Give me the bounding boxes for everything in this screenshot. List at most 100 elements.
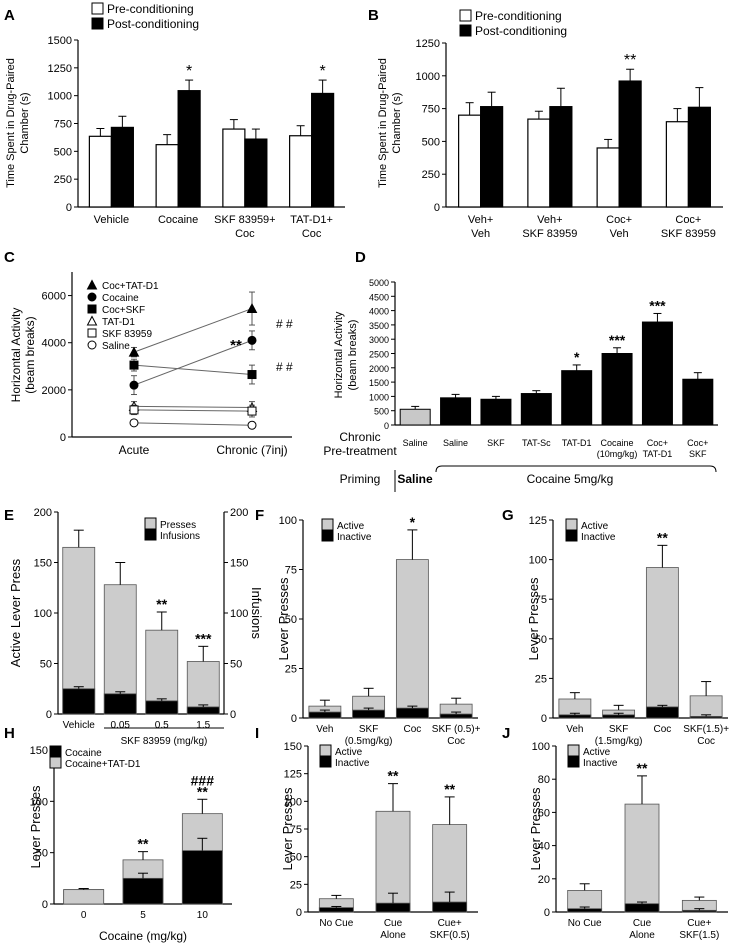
panel-g-y-tick-label: 75 bbox=[535, 594, 547, 606]
panel-b-y-axis-label: Chamber (s) bbox=[391, 92, 403, 153]
panel-c-marker bbox=[87, 304, 97, 314]
panel-c-series-line bbox=[133, 405, 253, 409]
panel-j-significance: ** bbox=[637, 760, 648, 776]
panel-b-x-tick-label: Veh bbox=[471, 228, 490, 240]
panel-b-bar bbox=[458, 114, 482, 208]
panel-a-y-tick-label: 500 bbox=[54, 146, 72, 158]
panel-b-y-tick-label: 1250 bbox=[416, 38, 440, 50]
panel-c-x-tick-label: Acute bbox=[119, 443, 150, 457]
panel-h-y-tick-label: 150 bbox=[30, 745, 48, 757]
panel-b-bar bbox=[549, 106, 573, 208]
panel-h-y-tick-label: 50 bbox=[36, 848, 48, 860]
panel-a-y-tick-label: 1250 bbox=[48, 63, 72, 75]
panel-i-legend-swatch bbox=[319, 744, 332, 757]
panel-e-y-tick-label: 200 bbox=[34, 507, 52, 519]
panel-h-legend-swatch bbox=[49, 756, 62, 769]
panel-j-y-tick-label: 20 bbox=[538, 874, 550, 886]
panel-i-significance: ** bbox=[444, 781, 455, 797]
panel-e-y2-tick-label: 200 bbox=[230, 507, 248, 519]
panel-d-y-tick-label: 0 bbox=[384, 421, 389, 431]
panel-e-y-tick-label: 150 bbox=[34, 558, 52, 570]
panel-letter-f: F bbox=[255, 507, 264, 524]
panel-b-bar bbox=[480, 106, 504, 208]
panel-c-y-tick-label: 4000 bbox=[42, 338, 66, 350]
panel-g-y-tick-label: 50 bbox=[535, 634, 547, 646]
panel-a-y-tick-label: 0 bbox=[66, 202, 72, 214]
panel-g-x-tick-label: Veh bbox=[566, 724, 583, 735]
panel-b-x-tick-label: SKF 83959 bbox=[661, 228, 716, 240]
panel-a-x-tick-label: TAT-D1+ bbox=[290, 214, 333, 226]
panel-b-y-tick-label: 250 bbox=[422, 169, 440, 181]
panel-i-y-tick-label: 75 bbox=[290, 824, 302, 836]
panel-c-significance: # # bbox=[276, 317, 293, 331]
panel-j-x-tick-label: Alone bbox=[629, 930, 655, 941]
panel-j-y-tick-label: 100 bbox=[532, 741, 550, 753]
panel-a-significance: * bbox=[186, 63, 192, 80]
panel-j-bar bbox=[624, 903, 660, 913]
panel-d-row-label: Priming bbox=[340, 472, 381, 486]
panel-d-significance: *** bbox=[609, 332, 626, 348]
panel-i-significance: ** bbox=[388, 768, 399, 784]
panel-i-y-tick-label: 0 bbox=[296, 907, 302, 919]
panel-d-bar bbox=[520, 393, 552, 426]
panel-j-legend-label: Inactive bbox=[583, 758, 618, 769]
panel-a-x-tick-label: SKF 83959+ bbox=[214, 214, 275, 226]
panel-a-significance: * bbox=[320, 63, 326, 80]
panel-j-legend-label: Active bbox=[583, 747, 611, 758]
panel-a-bar bbox=[289, 135, 313, 208]
panel-d-row-label: Chronic bbox=[339, 430, 380, 444]
panel-a-y-tick-label: 1000 bbox=[48, 91, 72, 103]
panel-c-legend-label: SKF 83959 bbox=[102, 329, 152, 340]
panel-d-y-tick-label: 1000 bbox=[369, 392, 389, 402]
panel-h-legend-label: Cocaine+TAT-D1 bbox=[65, 759, 141, 770]
panel-b-bar bbox=[618, 80, 642, 208]
panel-d-significance: * bbox=[574, 349, 580, 365]
panel-c-y-tick-label: 2000 bbox=[42, 385, 66, 397]
panel-h-y-axis-label: Lever Presses bbox=[28, 785, 43, 869]
panel-letter-c: C bbox=[4, 249, 15, 266]
panel-e-y-tick-label: 0 bbox=[46, 709, 52, 721]
panel-d-bar bbox=[682, 378, 714, 426]
panel-c-marker bbox=[247, 406, 257, 416]
panel-f-bar bbox=[439, 713, 473, 719]
panel-d-x-tick-label: Coc+ bbox=[687, 438, 708, 448]
panel-c-marker bbox=[87, 328, 97, 338]
panel-d-y-tick-label: 5000 bbox=[369, 278, 389, 288]
panel-d-y-axis-label: (beam breaks) bbox=[347, 320, 359, 391]
panel-c-marker bbox=[129, 380, 139, 390]
panel-f-significance: * bbox=[410, 514, 416, 530]
panel-e-legend-label: Infusions bbox=[160, 531, 200, 542]
panel-a-y-tick-label: 250 bbox=[54, 174, 72, 186]
panel-d-x-tick-label: Coc+ bbox=[647, 438, 668, 448]
panel-c-series-line bbox=[133, 339, 253, 386]
panel-g-legend-swatch bbox=[565, 529, 578, 542]
panel-a-legend-swatch bbox=[91, 2, 104, 15]
panel-letter-a: A bbox=[4, 7, 15, 24]
panel-a-y-tick-label: 750 bbox=[54, 119, 72, 131]
panel-h-bar bbox=[63, 889, 105, 905]
panel-g-x-tick-label: SKF bbox=[609, 724, 628, 735]
panel-g-x-tick-label: (1.5mg/kg) bbox=[595, 736, 643, 747]
panel-c-x-tick-label: Chronic (7inj) bbox=[216, 443, 287, 457]
panel-b-bar bbox=[665, 121, 689, 208]
panel-f-x-tick-label: SKF bbox=[359, 724, 378, 735]
panel-f-y-tick-label: 100 bbox=[279, 515, 297, 527]
panel-a-bar bbox=[88, 135, 112, 208]
panel-letter-g: G bbox=[502, 507, 514, 524]
panel-a-bar bbox=[177, 90, 201, 208]
panel-g-x-tick-label: Coc bbox=[697, 736, 715, 747]
panel-d-bar bbox=[480, 398, 512, 426]
panel-h-legend-label: Cocaine bbox=[65, 748, 102, 759]
panel-d-y-tick-label: 3500 bbox=[369, 321, 389, 331]
panel-j-y-tick-label: 0 bbox=[544, 907, 550, 919]
panel-a-y-axis-label: Time Spent in Drug-Paired bbox=[5, 58, 17, 188]
panel-d-x-tick-label: Saline bbox=[403, 438, 428, 448]
panel-d-bar bbox=[399, 408, 431, 426]
panel-d-y-tick-label: 500 bbox=[374, 407, 389, 417]
panel-b-x-tick-label: Coc+ bbox=[606, 214, 632, 226]
panel-e-bar bbox=[186, 706, 220, 715]
panel-c-y-axis-label: Horizontal Activity bbox=[9, 308, 23, 403]
panel-c-legend-label: Coc+SKF bbox=[102, 305, 145, 316]
panel-h-bar bbox=[181, 850, 223, 905]
panel-letter-d: D bbox=[355, 249, 366, 266]
